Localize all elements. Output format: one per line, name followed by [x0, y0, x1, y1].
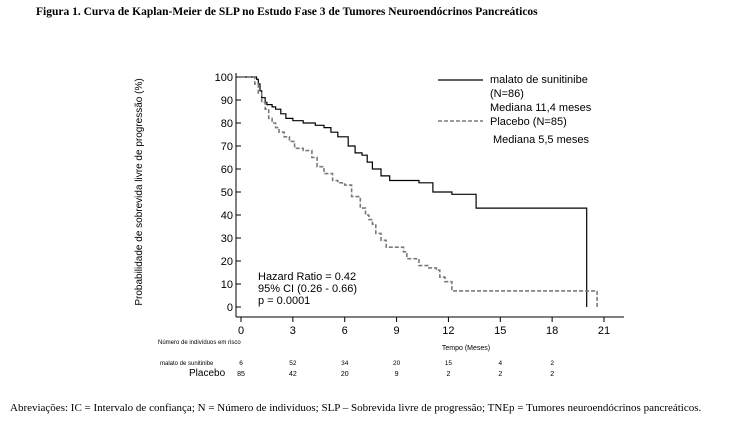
risk-value: 52 — [289, 360, 297, 367]
x-tick-label: 21 — [598, 325, 610, 337]
risk-value: 6 — [239, 360, 243, 367]
x-tick-label: 3 — [290, 325, 296, 337]
risk-value: 85 — [237, 371, 245, 378]
risk-value: 9 — [395, 371, 399, 378]
legend-median-placebo: Mediana 5,5 meses — [493, 134, 589, 146]
risk-value: 2 — [498, 371, 502, 378]
y-tick-label: 60 — [221, 164, 233, 176]
risk-value: 20 — [341, 371, 349, 378]
legend: malato de sunitinibe (N=86) Mediana 11,4 m… — [438, 74, 592, 146]
y-tick-label: 100 — [215, 72, 233, 84]
y-tick-label: 0 — [227, 302, 233, 314]
risk-value: 20 — [393, 360, 401, 367]
risk-table: Número de indivíduos em risco malato de s… — [158, 340, 554, 379]
annotation-line: 95% CI (0.26 - 0.66) — [258, 283, 357, 295]
risk-value: 2 — [550, 360, 554, 367]
series-line-placebo — [241, 76, 598, 307]
legend-label-sunitinibe: malato de sunitinibe — [490, 74, 588, 86]
risk-value: 42 — [289, 371, 297, 378]
risk-value: 4 — [498, 360, 502, 367]
risk-row-label: Placebo — [189, 368, 226, 379]
x-tick-label: 15 — [494, 325, 506, 337]
legend-sublabel-sunitinibe: (N=86) — [490, 88, 524, 100]
risk-value: 34 — [341, 360, 349, 367]
x-tick-label: 0 — [238, 325, 244, 337]
annotation-line: p = 0.0001 — [258, 295, 310, 307]
y-axis-label: Probabilidade de sobrevida livre de prog… — [134, 78, 145, 305]
series-line-sunitinibe — [241, 76, 588, 307]
legend-median-sunitinibe: Mediana 11,4 meses — [490, 102, 592, 114]
x-axis-label: Tempo (Meses) — [442, 345, 490, 352]
series-layer — [241, 76, 598, 307]
risk-value: 15 — [445, 360, 453, 367]
y-tick-label: 70 — [221, 141, 233, 153]
x-tick-label: 6 — [342, 325, 348, 337]
risk-value: 2 — [550, 371, 554, 378]
x-tick-label: 12 — [442, 325, 454, 337]
y-tick-label: 50 — [221, 187, 233, 199]
risk-value: 2 — [446, 371, 450, 378]
y-tick-label: 20 — [221, 256, 233, 268]
legend-label-placebo: Placebo (N=85) — [490, 116, 567, 128]
y-tick-label: 30 — [221, 233, 233, 245]
annotation-line: Hazard Ratio = 0.42 — [258, 271, 356, 283]
y-tick-label: 40 — [221, 210, 233, 222]
y-tick-label: 90 — [221, 95, 233, 107]
risk-row-label: malato de sunitinibe — [160, 361, 214, 367]
y-tick-label: 80 — [221, 118, 233, 130]
figure-caption: Abreviações: IC = Intervalo de confiança… — [10, 402, 702, 414]
y-tick-label: 10 — [221, 279, 233, 291]
x-tick-label: 18 — [546, 325, 558, 337]
figure-title: Figura 1. Curva de Kaplan-Meier de SLP n… — [36, 6, 538, 18]
risk-table-header: Número de indivíduos em risco — [158, 340, 241, 346]
x-tick-label: 9 — [394, 325, 400, 337]
km-chart: 0 10 20 30 40 50 60 70 80 90 100 0 3 6 9 12 15 18 21 Tempo … — [134, 72, 624, 379]
chart-axes: 0 10 20 30 40 50 60 70 80 90 100 0 3 6 9 12 15 18 21 Tempo … — [134, 72, 624, 352]
